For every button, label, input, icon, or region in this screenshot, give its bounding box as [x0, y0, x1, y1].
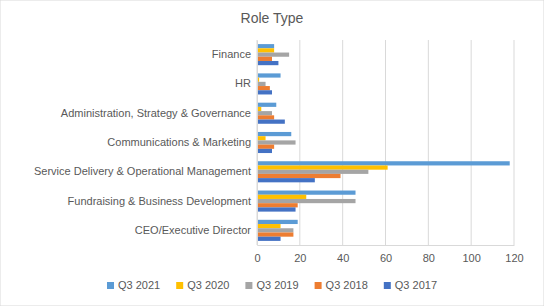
bar	[257, 165, 388, 169]
legend-item: Q3 2019	[245, 279, 298, 291]
category-label: CEO/Executive Director	[135, 224, 251, 236]
y-axis: Finance HR Administration, Strategy & Gove…	[34, 41, 258, 246]
title: Role Type	[241, 10, 304, 26]
category-label: Fundraising & Business Development	[68, 195, 251, 207]
bar	[257, 232, 293, 236]
bar	[257, 170, 368, 174]
bar	[257, 191, 356, 195]
bar	[257, 140, 296, 144]
bar-series	[257, 57, 341, 237]
axis-line	[257, 41, 258, 246]
bar	[257, 145, 274, 149]
bar	[257, 53, 289, 57]
bar	[257, 90, 272, 94]
bar	[257, 44, 274, 48]
bar-series	[257, 61, 315, 241]
axis-line	[258, 245, 515, 246]
tick-label: 40	[337, 252, 349, 264]
tick: Service Delivery & Operational Managemen…	[34, 165, 257, 177]
bar	[257, 237, 281, 241]
bar	[257, 48, 274, 52]
x-axis: 0 20 40 60 80 100 120	[254, 245, 523, 264]
legend: Q3 2021 Q3 2020 Q3 2019 Q3 2018 Q3 2017	[107, 279, 437, 291]
bar	[257, 115, 274, 119]
bar	[257, 149, 272, 153]
grid-line	[342, 40, 343, 245]
bars	[257, 44, 510, 241]
category-label: Administration, Strategy & Governance	[61, 107, 251, 119]
chart: Role Type 0 20 40 60 80 100 120 Finance HR Adminis…	[0, 0, 544, 306]
bar	[257, 220, 298, 224]
tick: Fundraising & Business Development	[68, 195, 257, 207]
legend-item: Q3 2018	[315, 279, 368, 291]
legend-label: Q3 2017	[395, 279, 437, 291]
bar	[257, 136, 266, 140]
category-label: Service Delivery & Operational Managemen…	[34, 165, 251, 177]
tick: CEO/Executive Director	[135, 224, 257, 236]
legend-item: Q3 2021	[107, 279, 160, 291]
grid-line	[257, 40, 258, 245]
tick: 60	[380, 245, 392, 264]
bar	[257, 195, 306, 199]
legend-item: Q3 2017	[384, 279, 437, 291]
tick: Finance	[212, 48, 257, 60]
bar	[257, 82, 266, 86]
tick-label: 80	[423, 252, 435, 264]
grid	[257, 40, 514, 245]
tick: Communications & Marketing	[107, 136, 257, 148]
bar-series	[257, 53, 368, 233]
bar	[257, 161, 510, 165]
tick: 20	[294, 245, 306, 264]
tick: 80	[423, 245, 435, 264]
bar	[257, 199, 356, 203]
tick: 120	[505, 245, 523, 264]
tick-label: 120	[505, 252, 523, 264]
grid-line	[471, 40, 472, 245]
tick-label: 100	[462, 252, 480, 264]
bar	[257, 132, 291, 136]
grid-line	[514, 40, 515, 245]
tick-label: 60	[380, 252, 392, 264]
grid-line	[385, 40, 386, 245]
category-label: Finance	[212, 48, 251, 60]
bar	[257, 61, 278, 65]
chart-background	[0, 0, 544, 306]
bar	[257, 228, 293, 232]
grid-line	[299, 40, 300, 245]
bar	[257, 178, 315, 182]
tick: Administration, Strategy & Governance	[61, 107, 257, 119]
legend-label: Q3 2019	[256, 279, 298, 291]
legend-swatch	[384, 282, 391, 289]
bar-series	[257, 48, 388, 228]
bar	[257, 224, 281, 228]
tick: 100	[462, 245, 480, 264]
tick-label: 0	[254, 252, 260, 264]
bar	[257, 174, 341, 178]
bar	[257, 120, 285, 124]
bar	[257, 57, 272, 61]
tick: HR	[235, 77, 257, 89]
bar	[257, 111, 272, 115]
tick-label: 20	[294, 252, 306, 264]
legend-swatch	[315, 282, 322, 289]
legend-label: Q3 2020	[187, 279, 229, 291]
bar	[257, 73, 281, 77]
bar	[257, 207, 296, 211]
legend-label: Q3 2021	[118, 279, 160, 291]
legend-swatch	[245, 282, 252, 289]
legend-label: Q3 2018	[326, 279, 368, 291]
category-label: HR	[235, 77, 251, 89]
bar	[257, 86, 270, 90]
bar	[257, 203, 298, 207]
bar	[257, 103, 276, 107]
tick: 40	[337, 245, 349, 264]
bar-series	[257, 44, 510, 224]
legend-swatch	[176, 282, 183, 289]
category-label: Communications & Marketing	[107, 136, 251, 148]
legend-item: Q3 2020	[176, 279, 229, 291]
grid-line	[428, 40, 429, 245]
legend-swatch	[107, 282, 114, 289]
tick: 0	[254, 245, 260, 264]
